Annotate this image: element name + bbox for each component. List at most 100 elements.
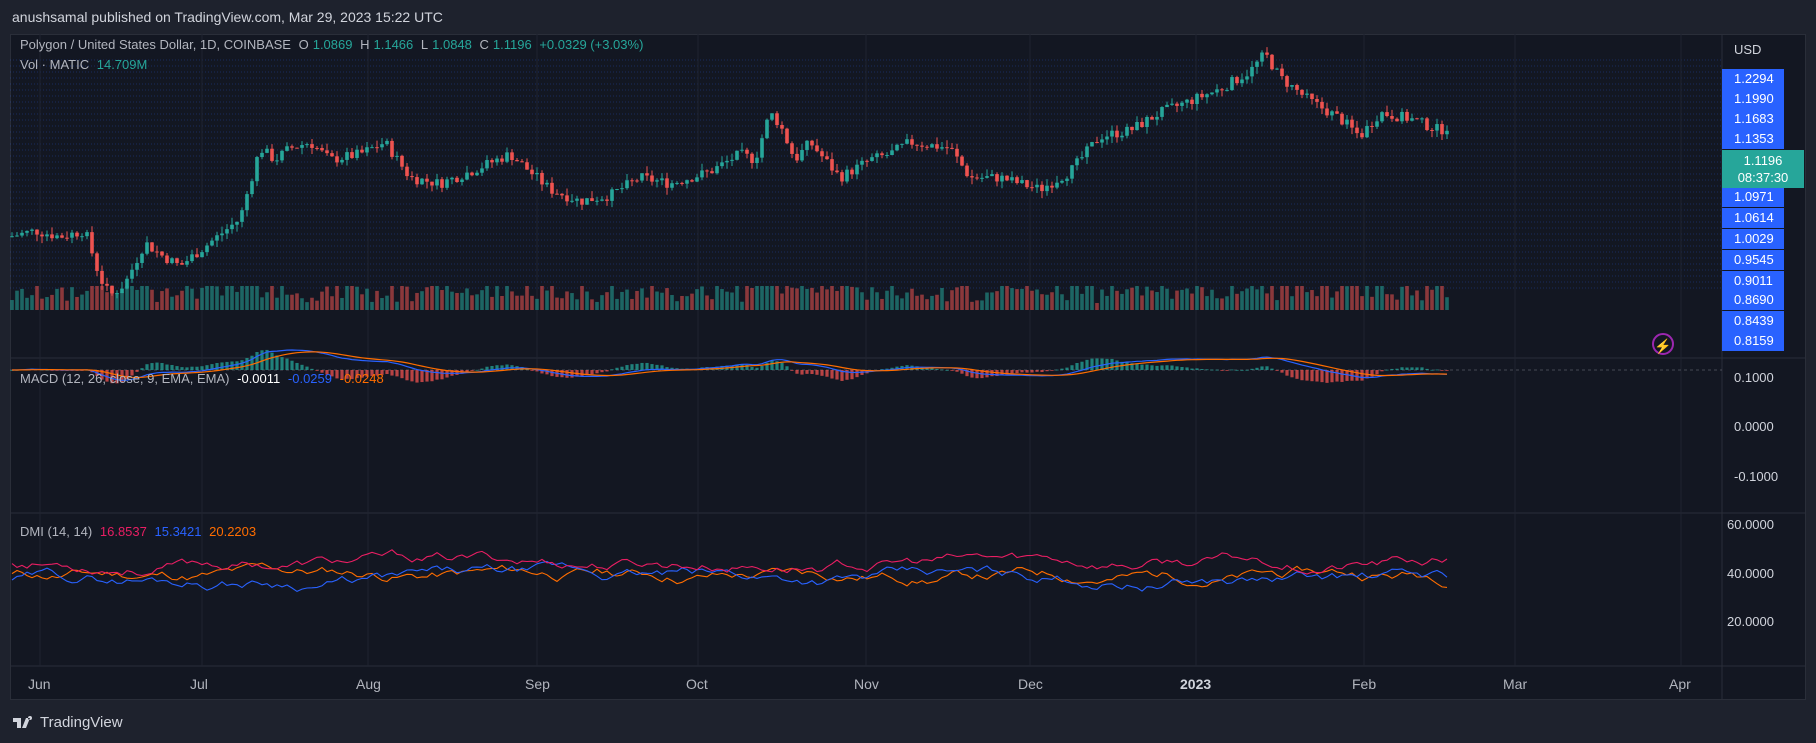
macd-histogram-bar (145, 364, 149, 370)
volume-bar (655, 291, 659, 310)
candle-body (530, 169, 534, 175)
macd-histogram-bar (1315, 370, 1319, 382)
volume-bar (1420, 300, 1424, 310)
macd-histogram-bar (270, 352, 274, 370)
symbol-legend[interactable]: Polygon / United States Dollar, 1D, COIN… (20, 37, 647, 52)
macd-histogram-bar (1005, 370, 1009, 375)
candle-body (240, 210, 244, 222)
macd-histogram-bar (1255, 367, 1259, 370)
macd-histogram-bar (385, 370, 389, 375)
candle-body (805, 140, 809, 150)
volume-bar (1380, 286, 1384, 310)
macd-histogram-bar (1205, 369, 1209, 371)
macd-histogram-bar (830, 370, 834, 379)
volume-value: 14.709M (96, 57, 148, 72)
macd-histogram-bar (660, 365, 664, 370)
macd-histogram-bar (1310, 370, 1314, 382)
volume-bar (395, 301, 399, 310)
price-tick-label: 1.1683 (1722, 109, 1784, 129)
brand-name: TradingView (40, 714, 123, 731)
candle-body (525, 162, 529, 170)
volume-bar (1160, 286, 1164, 310)
volume-bar (170, 296, 174, 310)
volume-bar (1325, 286, 1329, 310)
volume-bar (245, 286, 249, 310)
volume-bar (715, 286, 719, 310)
macd-histogram-bar (960, 370, 964, 374)
candle-body (1300, 89, 1304, 95)
macd-histogram-bar (1085, 359, 1089, 370)
currency-label[interactable]: USD (1734, 42, 1762, 57)
macd-histogram-bar (1385, 369, 1389, 371)
volume-bar (590, 299, 594, 310)
dmi-legend[interactable]: DMI (14, 14) 16.8537 15.3421 20.2203 (20, 524, 260, 539)
volume-bar (1200, 287, 1204, 310)
volume-bar (1255, 289, 1259, 310)
candle-body (1210, 92, 1214, 95)
candle-body (630, 180, 634, 182)
candle-body (775, 113, 779, 126)
volume-bar (1165, 288, 1169, 310)
time-tick-label: Apr (1669, 676, 1691, 692)
candle-body (1085, 146, 1089, 158)
volume-bar (615, 298, 619, 310)
volume-bar (880, 298, 884, 310)
macd-histogram-bar (1075, 362, 1079, 370)
volume-bar (215, 286, 219, 310)
volume-bar (1280, 286, 1284, 310)
candle-body (180, 262, 184, 265)
volume-bar (415, 292, 419, 310)
volume-bar (70, 287, 74, 310)
macd-histogram-bar (290, 360, 294, 370)
macd-histogram-bar (1000, 370, 1004, 375)
candle-body (810, 140, 814, 146)
macd-histogram-bar (405, 370, 409, 381)
candle-body (10, 236, 14, 238)
macd-histogram-bar (1260, 366, 1264, 370)
volume-bar (675, 301, 679, 310)
macd-histogram-bar (590, 370, 594, 375)
macd-histogram-bar (1215, 369, 1219, 371)
open-value: 1.0869 (312, 37, 353, 52)
volume-bar (425, 287, 429, 310)
dmi-plus-value: 15.3421 (154, 524, 202, 539)
macd-label: MACD (12, 26, close, 9, EMA, EMA) (20, 371, 230, 386)
volume-bar (595, 301, 599, 310)
symbol-title[interactable]: Polygon / United States Dollar, 1D, COIN… (20, 37, 291, 52)
volume-bar (795, 288, 799, 310)
lightning-icon[interactable]: ⚡ (1652, 333, 1674, 355)
volume-bar (1105, 295, 1109, 310)
volume-bar (1250, 286, 1254, 310)
tradingview-logo[interactable]: TradingView (12, 714, 123, 731)
candle-body (855, 164, 859, 175)
macd-histogram-bar (850, 370, 854, 380)
macd-histogram-bar (1155, 365, 1159, 370)
volume-bar (310, 297, 314, 310)
tradingview-icon (13, 715, 32, 728)
candle-body (640, 173, 644, 181)
macd-value: -0.0259 (287, 371, 332, 386)
time-tick-label: Sep (525, 676, 550, 692)
candle-body (1265, 52, 1269, 55)
volume-bar (935, 294, 939, 310)
volume-bar (830, 286, 834, 310)
candle-body (495, 158, 499, 163)
volume-legend[interactable]: Vol · MATIC 14.709M (20, 57, 151, 72)
volume-bar (1240, 291, 1244, 310)
candle-body (1015, 177, 1019, 184)
macd-legend[interactable]: MACD (12, 26, close, 9, EMA, EMA) -0.001… (20, 371, 388, 386)
macd-histogram-bar (420, 370, 424, 383)
macd-histogram-bar (165, 364, 169, 370)
macd-histogram-bar (670, 367, 674, 370)
chart-canvas[interactable] (10, 34, 1806, 700)
candle-body (1370, 125, 1374, 127)
candle-body (1000, 175, 1004, 182)
macd-histogram-bar (1170, 365, 1174, 370)
candle-body (580, 198, 584, 205)
candle-body (345, 152, 349, 160)
candle-body (1160, 107, 1164, 117)
volume-bar (975, 300, 979, 310)
volume-bar (1430, 289, 1434, 310)
volume-bar (190, 288, 194, 310)
volume-bar (735, 286, 739, 310)
